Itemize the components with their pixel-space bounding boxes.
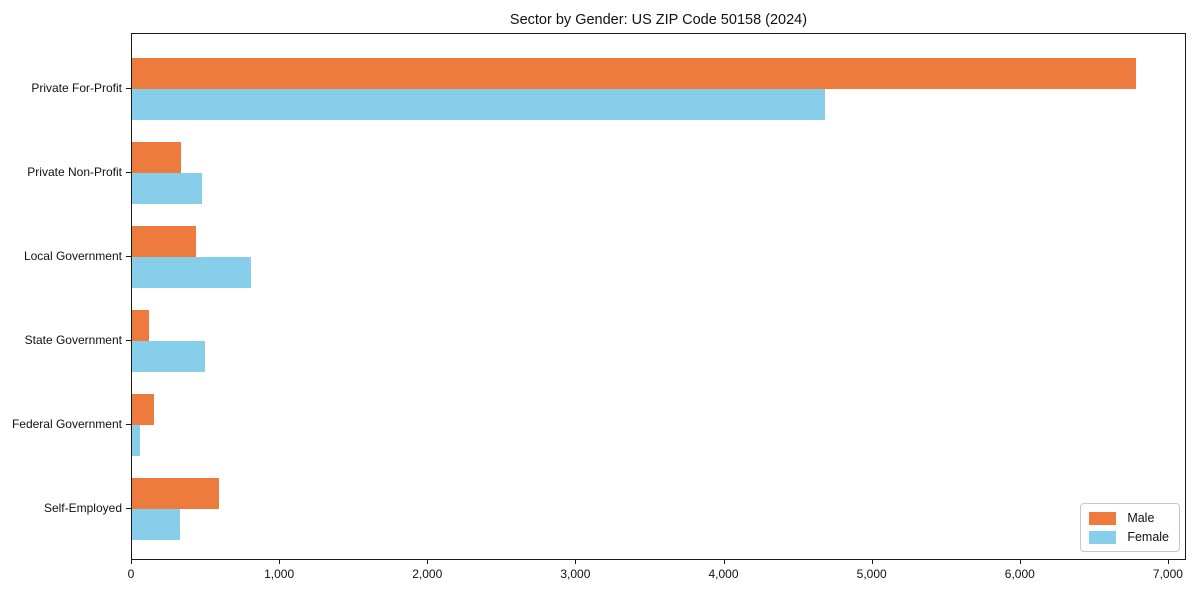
bar-female-5 xyxy=(132,425,141,456)
x-axis-tick-label-6: 5,000 xyxy=(856,567,887,581)
x-tick-mark xyxy=(427,560,429,564)
plot-area: Male Female xyxy=(131,33,1186,560)
y-axis-label-1: Private For-Profit xyxy=(31,81,122,95)
x-tick-mark xyxy=(871,560,873,564)
x-tick-mark xyxy=(723,560,725,564)
bar-male-1 xyxy=(132,58,1137,89)
bar-female-2 xyxy=(132,173,202,204)
y-tick-mark xyxy=(126,424,131,425)
y-axis-label-3: Local Government xyxy=(23,249,122,263)
chart-title: Sector by Gender: US ZIP Code 50158 (202… xyxy=(509,12,808,28)
bar-male-4 xyxy=(132,310,150,341)
x-tick-mark xyxy=(1167,560,1169,564)
bar-male-5 xyxy=(132,394,155,425)
x-axis-tick-label-7: 6,000 xyxy=(1004,567,1035,581)
x-axis-tick-label-5: 4,000 xyxy=(708,567,739,581)
x-tick-mark xyxy=(575,560,577,564)
bar-male-6 xyxy=(132,478,220,509)
bar-female-1 xyxy=(132,89,826,120)
bar-female-4 xyxy=(132,341,205,372)
bar-male-2 xyxy=(132,142,181,173)
male-swatch-icon xyxy=(1089,511,1117,525)
legend-label-female: Female xyxy=(1127,530,1169,544)
x-axis-tick-label-3: 2,000 xyxy=(412,567,443,581)
y-axis-label-5: Federal Government xyxy=(11,417,122,431)
y-tick-mark xyxy=(126,508,131,509)
x-tick-mark xyxy=(131,560,132,564)
x-tick-mark xyxy=(279,560,281,564)
y-tick-mark xyxy=(126,340,131,341)
y-axis-label-4: State Government xyxy=(24,333,122,347)
x-axis-tick-label-8: 7,000 xyxy=(1152,567,1183,581)
y-tick-mark xyxy=(126,256,131,257)
bar-male-3 xyxy=(132,226,196,257)
y-tick-mark xyxy=(126,172,131,173)
y-axis-label-2: Private Non-Profit xyxy=(27,165,122,179)
x-axis-tick-label-2: 1,000 xyxy=(264,567,295,581)
y-axis-label-6: Self-Employed xyxy=(43,501,122,515)
x-axis-tick-label-1: 0 xyxy=(127,567,135,581)
legend-label-male: Male xyxy=(1127,511,1155,525)
legend-item-female: Female xyxy=(1089,530,1169,544)
bar-female-6 xyxy=(132,509,181,540)
legend: Male Female xyxy=(1080,503,1180,552)
female-swatch-icon xyxy=(1089,530,1117,544)
bar-female-3 xyxy=(132,257,251,288)
y-tick-mark xyxy=(126,88,131,89)
x-tick-mark xyxy=(1019,560,1021,564)
legend-item-male: Male xyxy=(1089,511,1169,525)
x-axis-tick-label-4: 3,000 xyxy=(560,567,591,581)
